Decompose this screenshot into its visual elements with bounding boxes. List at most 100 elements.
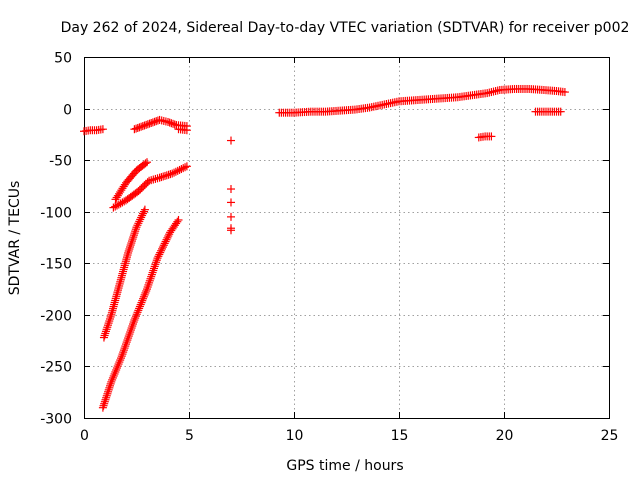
data-point	[124, 246, 133, 255]
data-point	[147, 270, 156, 279]
data-point	[560, 88, 569, 97]
data-point	[112, 365, 121, 374]
data-point	[137, 213, 146, 222]
data-point	[139, 294, 148, 303]
data-point	[142, 120, 151, 129]
data-point	[152, 117, 161, 126]
data-point	[175, 165, 184, 174]
data-point	[487, 132, 496, 141]
data-point	[109, 371, 118, 380]
data-point	[119, 346, 128, 355]
data-point	[141, 288, 150, 297]
data-point	[143, 283, 152, 292]
data-point	[169, 119, 178, 128]
x-axis-label: GPS time / hours	[286, 458, 403, 474]
x-tick-label: 5	[185, 428, 194, 444]
marker-layer	[80, 84, 569, 412]
data-point	[149, 266, 158, 275]
data-point	[556, 107, 565, 116]
data-point	[99, 333, 108, 342]
data-point	[134, 306, 143, 315]
data-point	[157, 246, 166, 255]
data-point	[129, 233, 138, 242]
data-point	[152, 256, 161, 265]
data-point	[139, 292, 148, 301]
data-point	[103, 389, 112, 398]
data-point	[100, 399, 109, 408]
data-point	[135, 304, 144, 313]
data-point	[117, 352, 126, 361]
data-point	[179, 164, 188, 173]
data-point	[105, 317, 114, 326]
data-point	[130, 316, 139, 325]
data-point	[135, 123, 144, 132]
data-point	[110, 369, 119, 378]
y-tick-label: 0	[63, 103, 72, 119]
data-point	[227, 226, 235, 235]
data-point	[164, 117, 172, 126]
data-point	[112, 364, 121, 373]
data-point	[127, 239, 136, 248]
data-point	[182, 162, 191, 171]
data-point	[133, 308, 142, 317]
data-point	[102, 325, 111, 334]
data-point	[129, 231, 138, 240]
data-point	[132, 223, 141, 232]
data-point	[135, 217, 144, 226]
data-point	[106, 379, 115, 388]
chart-title: Day 262 of 2024, Sidereal Day-to-day VTE…	[61, 20, 630, 36]
data-point	[147, 272, 156, 281]
data-point	[126, 326, 135, 335]
data-point	[135, 302, 144, 311]
data-point	[177, 165, 186, 174]
data-point	[156, 248, 165, 257]
data-point	[171, 167, 180, 176]
data-point	[134, 219, 143, 228]
data-point	[121, 342, 130, 351]
data-point	[119, 348, 128, 357]
data-point	[113, 201, 121, 210]
data-point	[150, 264, 158, 273]
data-point	[168, 169, 177, 178]
data-point	[102, 393, 111, 402]
y-tick-label: -100	[40, 206, 72, 222]
data-point	[142, 287, 151, 296]
data-point	[124, 332, 133, 341]
data-point	[141, 159, 150, 168]
data-point	[150, 262, 159, 271]
data-point	[115, 358, 124, 367]
data-point	[116, 199, 125, 208]
data-point	[132, 310, 141, 319]
data-point	[106, 381, 115, 390]
data-point	[103, 321, 112, 330]
data-point	[140, 121, 149, 130]
data-point	[161, 237, 170, 246]
data-point	[136, 215, 145, 224]
data-point	[148, 268, 157, 277]
y-tick-label: -250	[40, 360, 72, 376]
data-point	[120, 344, 129, 353]
data-point	[130, 125, 139, 134]
data-point	[170, 120, 179, 129]
x-tick-label: 10	[286, 428, 304, 444]
data-point	[124, 334, 133, 343]
data-point	[165, 118, 174, 127]
data-point	[143, 120, 152, 129]
data-point	[153, 254, 162, 263]
data-point	[145, 119, 154, 128]
data-point	[101, 329, 110, 338]
data-point	[118, 350, 127, 359]
data-point	[139, 207, 148, 216]
plot-frame	[84, 57, 610, 419]
data-point	[227, 185, 235, 194]
data-point	[140, 290, 149, 299]
data-point	[131, 225, 140, 234]
data-point	[105, 314, 114, 323]
data-point	[153, 174, 162, 183]
data-point	[102, 391, 111, 400]
data-point	[138, 211, 147, 220]
data-point	[131, 227, 140, 236]
data-point	[113, 362, 122, 371]
